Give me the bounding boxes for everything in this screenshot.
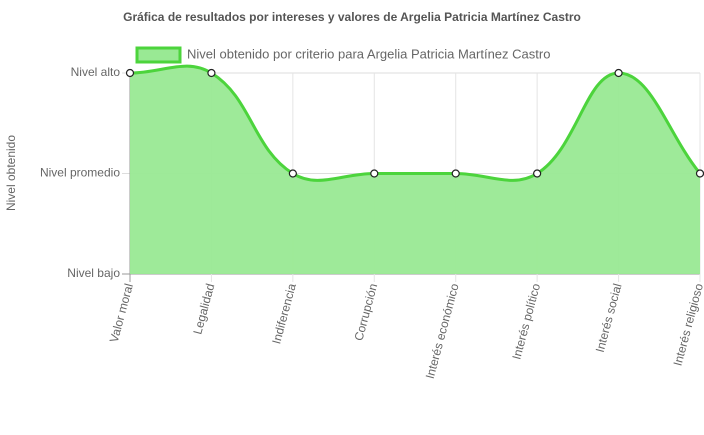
y-tick-label: Nivel alto: [71, 65, 121, 79]
y-tick-label: Nivel bajo: [67, 266, 120, 280]
point: [370, 169, 379, 178]
point: [695, 169, 704, 178]
point: [125, 68, 135, 78]
x-tick-label: Indiferencia: [269, 282, 299, 346]
x-tick-label: Corrupción: [352, 282, 381, 342]
point: [207, 68, 216, 78]
point: [614, 68, 623, 78]
chart-title: Gráfica de resultados por intereses y va…: [123, 10, 581, 24]
legend-swatch: [135, 46, 182, 64]
y-tick-label: Nivel promedio: [40, 166, 120, 180]
x-tick-label: Interés económico: [423, 282, 462, 381]
x-tick-label: Valor moral: [107, 282, 136, 344]
point: [288, 169, 297, 178]
x-tick-label: Interés social: [593, 282, 625, 354]
x-tick-label: Interés político: [509, 282, 543, 361]
area: [130, 66, 700, 275]
point: [533, 169, 542, 178]
x-tick-label: Interés religioso: [671, 282, 704, 368]
x-tick-label: Legalidad: [190, 282, 217, 336]
point: [451, 169, 460, 178]
y-axis-title: Nivel obtenido: [4, 135, 18, 211]
legend-label: Nivel obtenido por criterio para Argelia…: [187, 46, 550, 61]
